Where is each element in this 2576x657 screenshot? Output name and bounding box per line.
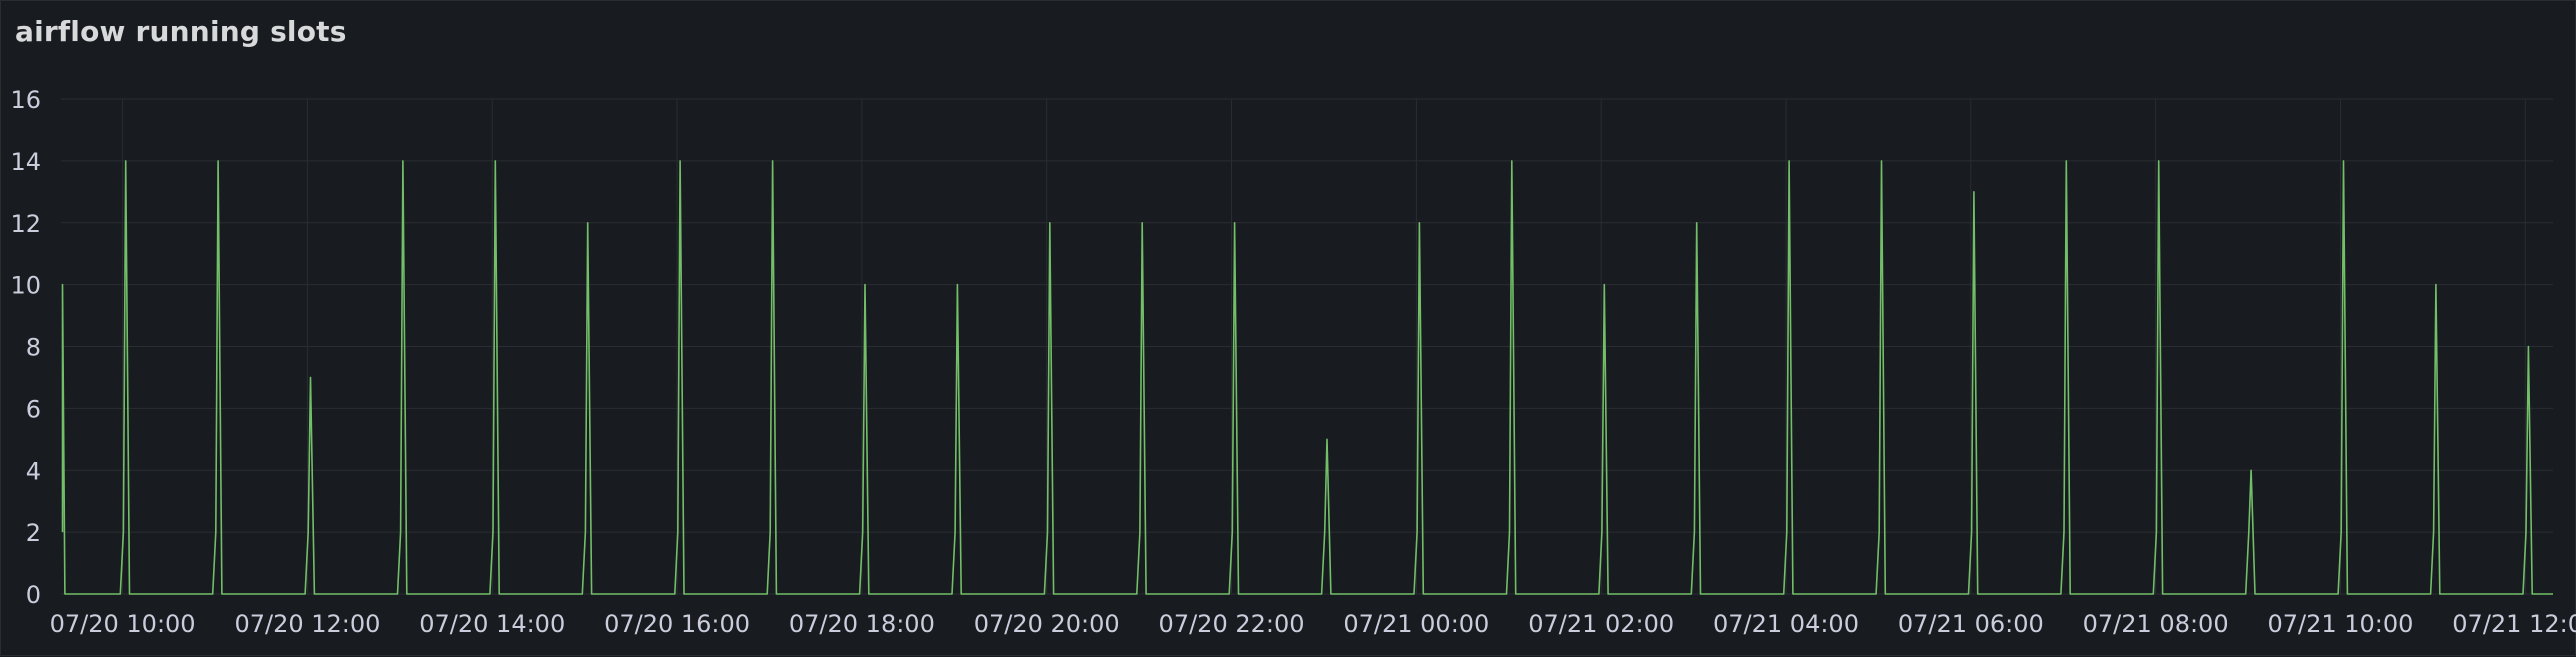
- data-point[interactable]: [1325, 437, 1329, 441]
- y-tick-label: 0: [26, 581, 41, 609]
- data-point[interactable]: [216, 159, 220, 163]
- x-tick-label: 07/21 00:00: [1343, 610, 1489, 638]
- data-point[interactable]: [1602, 283, 1606, 287]
- data-point[interactable]: [2526, 345, 2530, 349]
- x-axis: 07/20 10:00 07/20 12:00 07/20 14:00 07/20 1…: [50, 610, 2576, 638]
- x-tick-label: 07/21 12:00: [2452, 610, 2576, 638]
- data-point[interactable]: [2249, 468, 2253, 472]
- data-point[interactable]: [1233, 221, 1237, 225]
- x-tick-label: 07/21 10:00: [2267, 610, 2413, 638]
- x-tick-label: 07/21 04:00: [1713, 610, 1859, 638]
- y-tick-label: 2: [26, 519, 41, 547]
- y-tick-label: 14: [10, 148, 41, 176]
- x-tick-label: 07/20 14:00: [419, 610, 565, 638]
- x-tick-label: 07/20 12:00: [234, 610, 380, 638]
- data-point[interactable]: [2342, 159, 2346, 163]
- data-point[interactable]: [493, 159, 497, 163]
- data-point[interactable]: [2064, 159, 2068, 163]
- data-point[interactable]: [586, 221, 590, 225]
- data-point[interactable]: [1972, 190, 1976, 194]
- x-tick-label: 07/21 06:00: [1898, 610, 2044, 638]
- data-point[interactable]: [1510, 159, 1514, 163]
- x-tick-label: 07/20 22:00: [1159, 610, 1305, 638]
- data-point[interactable]: [2157, 159, 2161, 163]
- data-point[interactable]: [678, 159, 682, 163]
- y-tick-label: 10: [10, 272, 41, 300]
- x-tick-label: 07/21 02:00: [1528, 610, 1674, 638]
- chart-grid: [61, 98, 2553, 595]
- x-tick-label: 07/20 20:00: [974, 610, 1120, 638]
- data-point[interactable]: [955, 283, 959, 287]
- data-point[interactable]: [863, 283, 867, 287]
- x-tick-label: 07/21 08:00: [2083, 610, 2229, 638]
- series-group: [61, 159, 2554, 595]
- data-point[interactable]: [61, 283, 65, 287]
- series-line[interactable]: [61, 160, 2554, 595]
- x-tick-label: 07/20 16:00: [604, 610, 750, 638]
- y-tick-label: 16: [10, 86, 41, 114]
- data-point[interactable]: [1695, 221, 1699, 225]
- y-tick-label: 4: [26, 457, 41, 485]
- data-point[interactable]: [771, 159, 775, 163]
- panel-title[interactable]: airflow running slots: [15, 15, 347, 48]
- data-point[interactable]: [401, 159, 405, 163]
- x-tick-label: 07/20 10:00: [50, 610, 196, 638]
- data-point[interactable]: [1048, 221, 1052, 225]
- data-point[interactable]: [1140, 221, 1144, 225]
- data-point[interactable]: [124, 159, 128, 163]
- y-axis: 0 2 4 6 8 10 12 14 16: [10, 86, 41, 609]
- y-tick-label: 6: [26, 395, 41, 423]
- data-point[interactable]: [2434, 283, 2438, 287]
- data-point[interactable]: [1879, 159, 1883, 163]
- y-tick-label: 8: [26, 334, 41, 362]
- data-point[interactable]: [1417, 221, 1421, 225]
- data-point[interactable]: [1787, 159, 1791, 163]
- y-tick-label: 12: [10, 210, 41, 238]
- data-point[interactable]: [309, 375, 313, 379]
- x-tick-label: 07/20 18:00: [789, 610, 935, 638]
